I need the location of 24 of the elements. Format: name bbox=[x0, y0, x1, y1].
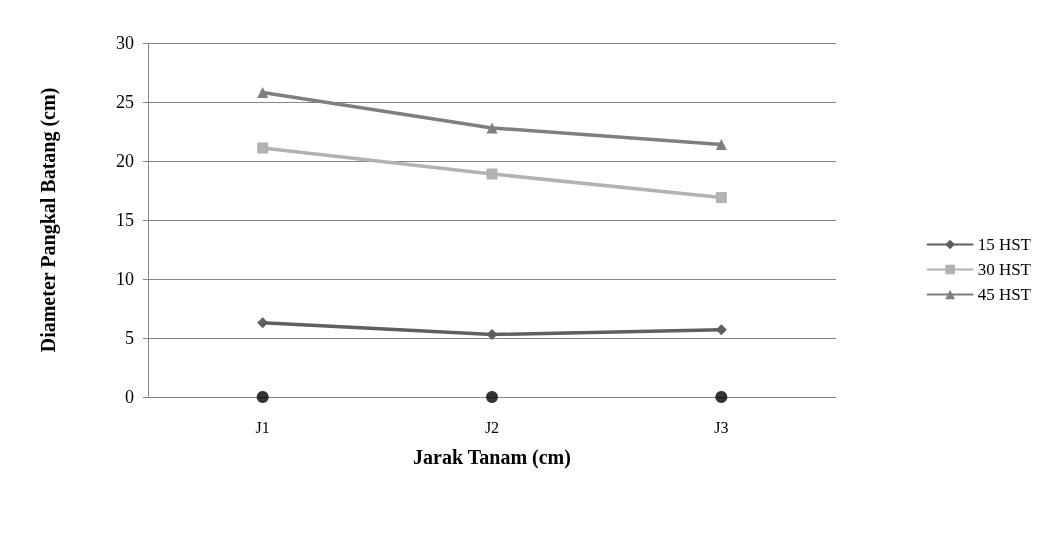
legend-label: 15 HST bbox=[977, 235, 1032, 254]
y-tick-label: 25 bbox=[116, 92, 134, 112]
y-tick-label: 30 bbox=[116, 33, 134, 53]
x-axis-title: Jarak Tanam (cm) bbox=[413, 446, 571, 469]
y-tick-label: 10 bbox=[116, 269, 134, 289]
point bbox=[715, 138, 727, 150]
point bbox=[257, 87, 269, 99]
legend-label: 45 HST bbox=[977, 285, 1032, 304]
x-tick-label: J2 bbox=[484, 418, 500, 436]
point bbox=[715, 391, 728, 403]
y-tick-label: 15 bbox=[116, 210, 134, 230]
y-axis-title: Diameter Pangkal Batang (cm) bbox=[37, 87, 60, 353]
y-tick-label: 20 bbox=[116, 151, 134, 171]
y-tick-label: 5 bbox=[125, 328, 134, 348]
y-tick-label: 0 bbox=[125, 387, 134, 407]
point bbox=[486, 391, 498, 403]
point bbox=[256, 391, 269, 403]
point bbox=[715, 192, 727, 204]
legend-label: 30 HST bbox=[977, 260, 1032, 279]
x-tick-label: J3 bbox=[714, 418, 729, 436]
point bbox=[486, 168, 498, 180]
x-tick-label: J1 bbox=[255, 418, 270, 436]
point bbox=[486, 122, 498, 134]
point bbox=[257, 142, 269, 154]
